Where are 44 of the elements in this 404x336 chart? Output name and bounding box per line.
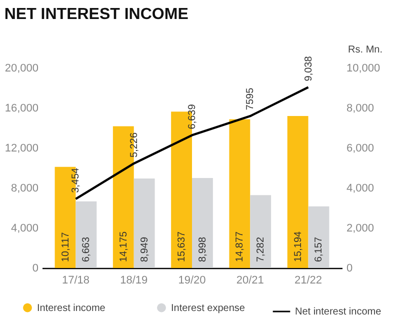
y2-tick-label: 8,000 bbox=[346, 102, 374, 114]
bar bbox=[229, 119, 250, 268]
x-tick-label: 20/21 bbox=[236, 274, 264, 286]
chart-title: NET INTEREST INCOME bbox=[4, 6, 189, 23]
y-tick-label: 0 bbox=[32, 262, 38, 274]
data-label: 14,877 bbox=[234, 230, 246, 262]
y-tick-label: 12,000 bbox=[4, 142, 38, 154]
data-label: 6,639 bbox=[187, 104, 198, 130]
y-tick-label: 20,000 bbox=[4, 62, 38, 74]
y2-axis-title: Rs. Mn. bbox=[348, 44, 382, 56]
y-tick-label: 16,000 bbox=[4, 102, 38, 114]
data-label: 6,663 bbox=[81, 236, 92, 262]
legend-label: Interest income bbox=[37, 302, 106, 314]
data-label: 10,117 bbox=[60, 232, 72, 262]
data-label: 7595 bbox=[245, 87, 256, 110]
x-tick-label: 18/19 bbox=[120, 274, 148, 286]
data-label: 5,226 bbox=[128, 132, 140, 158]
data-label: 15,637 bbox=[176, 230, 188, 262]
data-label: 6,157 bbox=[314, 236, 325, 262]
bar bbox=[287, 116, 308, 268]
y2-tick-label: 4,000 bbox=[346, 182, 374, 194]
data-label: 3,454 bbox=[70, 167, 82, 193]
data-label: 14,175 bbox=[118, 230, 130, 262]
y2-tick-label: 6,000 bbox=[346, 142, 374, 154]
x-tick-label: 17/18 bbox=[62, 274, 90, 286]
bar bbox=[250, 195, 272, 268]
bar bbox=[76, 201, 97, 268]
legend-label: Net interest income bbox=[295, 306, 382, 318]
data-label: 8,998 bbox=[197, 236, 208, 262]
data-label: 7,282 bbox=[256, 236, 267, 262]
data-label: 9,038 bbox=[303, 56, 314, 82]
x-tick-label: 21/22 bbox=[294, 274, 322, 286]
y2-tick-label: 0 bbox=[346, 262, 353, 274]
bar bbox=[308, 206, 330, 268]
y2-tick-label: 10,000 bbox=[346, 62, 380, 74]
data-label: 15,194 bbox=[292, 230, 304, 262]
bar bbox=[134, 178, 155, 268]
y2-tick-label: 2,000 bbox=[346, 222, 374, 234]
legend-label: Interest expense bbox=[171, 302, 246, 314]
y-tick-label: 4,000 bbox=[10, 222, 38, 234]
data-label: 8,949 bbox=[139, 236, 150, 262]
bar bbox=[192, 178, 213, 268]
y-tick-label: 8,000 bbox=[10, 182, 38, 194]
x-tick-label: 19/20 bbox=[178, 274, 206, 286]
